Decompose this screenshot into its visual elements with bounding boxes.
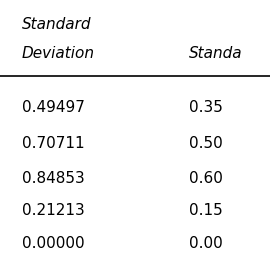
Text: 0.00000: 0.00000: [22, 235, 84, 251]
Text: 0.49497: 0.49497: [22, 100, 85, 116]
Text: Deviation: Deviation: [22, 46, 94, 62]
Text: 0.50: 0.50: [189, 136, 223, 151]
Text: 0.35: 0.35: [189, 100, 223, 116]
Text: 0.00: 0.00: [189, 235, 223, 251]
Text: 0.21213: 0.21213: [22, 203, 84, 218]
Text: 0.70711: 0.70711: [22, 136, 84, 151]
Text: 0.84853: 0.84853: [22, 171, 84, 186]
Text: Standard: Standard: [22, 17, 91, 32]
Text: Standa: Standa: [189, 46, 243, 62]
Text: 0.15: 0.15: [189, 203, 223, 218]
Text: 0.60: 0.60: [189, 171, 223, 186]
